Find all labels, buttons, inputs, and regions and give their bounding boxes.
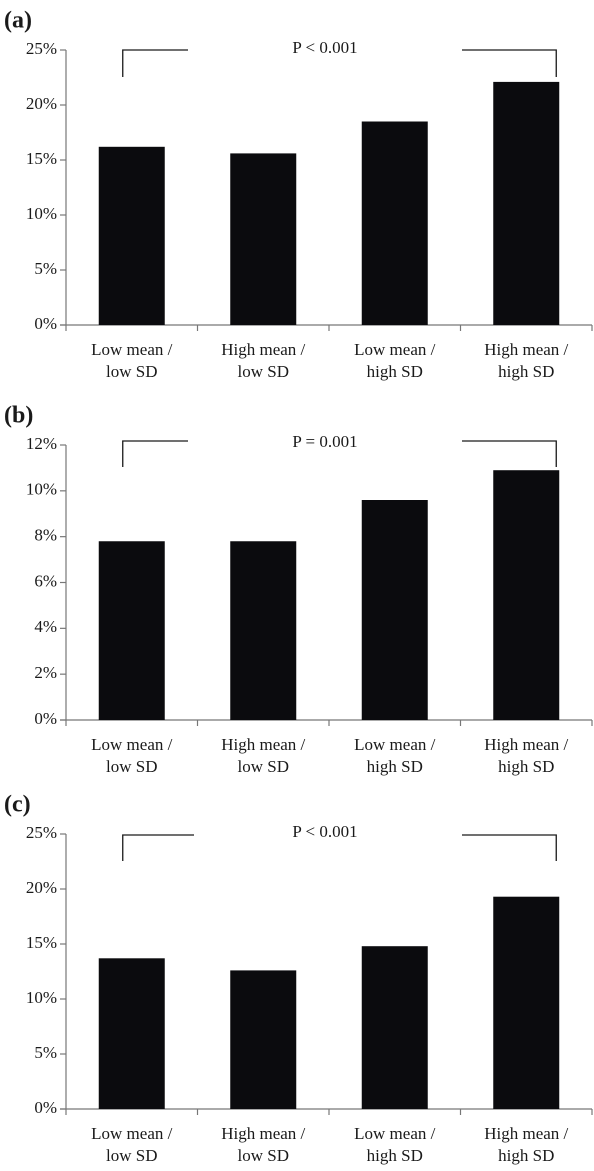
y-tick-label: 6% [34,571,57,590]
y-tick-label: 10% [26,988,57,1007]
y-tick-label: 0% [34,1098,57,1117]
significance-bracket-left [122,49,188,77]
x-category-label: Low mean / [354,735,435,754]
bar-1 [98,146,165,325]
x-category-label: Low mean / [91,1124,172,1143]
bar-4 [493,470,560,720]
bar-1 [98,541,165,720]
x-category-label: High mean / [484,340,568,359]
bar-3 [361,121,428,325]
y-tick-label: 0% [34,709,57,728]
bar-2 [230,970,297,1109]
x-category-label: low SD [106,757,157,776]
chart-panel-3: (c) 0% 5% 10% 15% 20% 25% Low mean / low SD High … [4,792,593,1165]
x-category-label: High mean / [221,1124,305,1143]
significance-bracket-right [462,440,557,467]
bar-2 [230,541,297,720]
x-category-label: Low mean / [354,1124,435,1143]
x-category-label: Low mean / [91,735,172,754]
y-tick-label: 10% [26,480,57,499]
y-tick-label: 5% [34,1043,57,1062]
significance-annotation: P = 0.001 [292,432,357,451]
x-category-label: Low mean / [91,340,172,359]
y-tick-label: 25% [26,39,57,58]
x-category-label: High mean / [221,735,305,754]
significance-annotation: P < 0.001 [292,38,357,57]
significance-bracket-right [462,49,557,77]
chart-panel-2: (b) 0% 2% 4% 6% 8% 10% 12% Low mean / low SD High … [4,403,593,776]
x-category-label: high SD [498,1146,554,1165]
significance-bracket-left [122,834,194,861]
y-tick-label: 12% [26,434,57,453]
y-tick-label: 15% [26,149,57,168]
y-tick-label: 20% [26,94,57,113]
x-category-label: high SD [498,362,554,381]
y-tick-label: 20% [26,878,57,897]
y-tick-label: 10% [26,204,57,223]
x-category-label: high SD [498,757,554,776]
x-category-label: high SD [367,362,423,381]
x-category-label: High mean / [484,735,568,754]
panel-label: (a) [4,8,32,34]
y-tick-label: 4% [34,617,57,636]
x-category-label: low SD [106,362,157,381]
significance-bracket-left [122,440,188,467]
bar-2 [230,153,297,325]
panel-label: (c) [4,792,31,818]
x-category-label: High mean / [221,340,305,359]
x-category-label: Low mean / [354,340,435,359]
y-tick-label: 0% [34,314,57,333]
y-tick-label: 2% [34,663,57,682]
bar-3 [361,500,428,720]
x-category-label: low SD [238,757,289,776]
significance-annotation: P < 0.001 [292,822,357,841]
x-category-label: low SD [238,362,289,381]
bar-1 [98,958,165,1109]
bar-3 [361,946,428,1109]
y-tick-label: 25% [26,823,57,842]
x-category-label: high SD [367,1146,423,1165]
significance-bracket-right [462,834,557,861]
y-tick-label: 15% [26,933,57,952]
y-tick-label: 8% [34,526,57,545]
chart-panel-1: (a) 0% 5% 10% 15% 20% 25% Low mean / low SD High … [4,8,593,381]
x-category-label: low SD [106,1146,157,1165]
x-category-label: High mean / [484,1124,568,1143]
bar-4 [493,896,560,1109]
x-category-label: low SD [238,1146,289,1165]
bar-4 [493,81,560,326]
y-tick-label: 5% [34,259,57,278]
x-category-label: high SD [367,757,423,776]
panel-label: (b) [4,403,33,429]
